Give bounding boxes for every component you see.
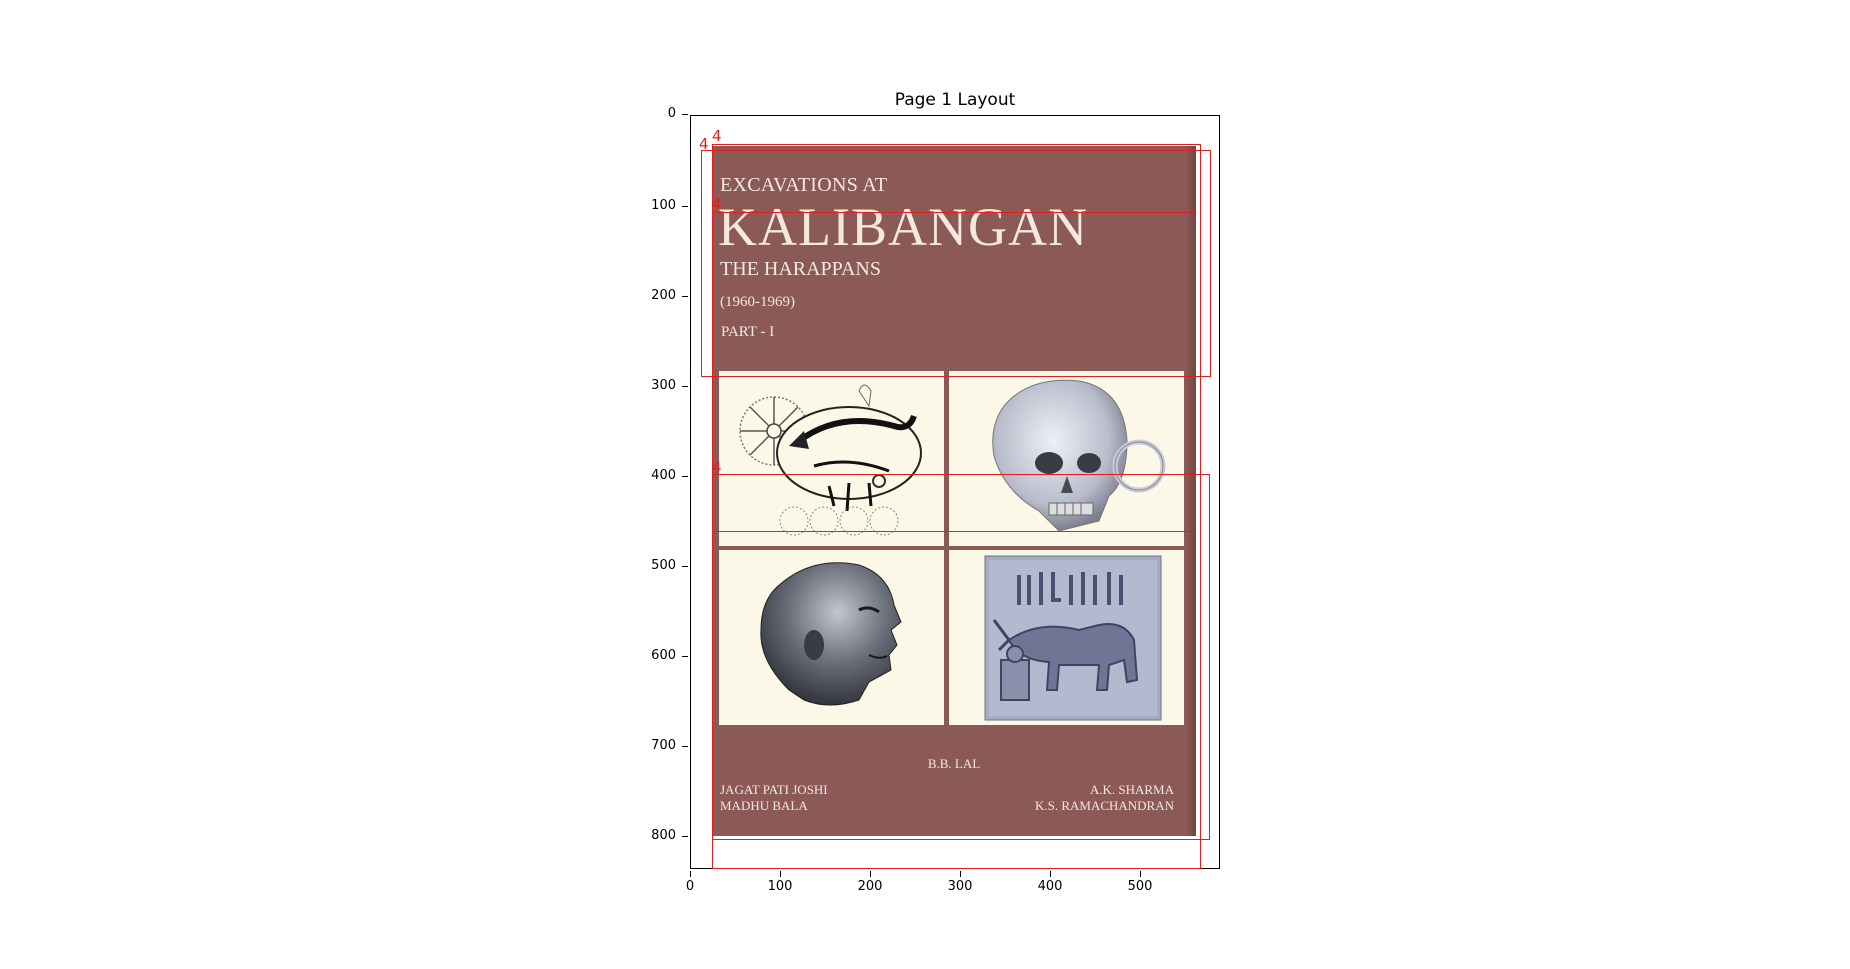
bronze-head-image — [760, 562, 902, 706]
author-sharma: A.K. SHARMA — [1089, 782, 1174, 797]
cover-title: KALIBANGAN — [718, 197, 1088, 257]
pottery-drawing-panel — [719, 371, 944, 546]
pottery-drawing-image — [739, 384, 922, 536]
y-tick-800: 800 — [636, 828, 688, 843]
layout-box-4 — [712, 474, 1210, 840]
cover-years: (1960-1969) — [720, 294, 795, 310]
y-tick-200: 200 — [636, 288, 688, 303]
y-tick-100: 100 — [636, 198, 688, 213]
figure-title: Page 1 Layout — [894, 90, 1016, 110]
cover-part: PART - I — [721, 324, 775, 340]
y-tick-600: 600 — [636, 648, 688, 663]
y-tick-500: 500 — [636, 558, 688, 573]
layout-box-3-label: 4 — [712, 195, 722, 213]
author-ramachandran: K.S. RAMACHANDRAN — [1034, 798, 1174, 813]
skull-photo-panel — [949, 371, 1184, 546]
layout-box-2 — [701, 150, 1211, 377]
bronze-head-panel — [719, 550, 944, 725]
x-tick-400: 400 — [1030, 871, 1070, 894]
author-madhu-bala: MADHU BALA — [720, 798, 808, 813]
cover-subtitle: THE HARAPPANS — [720, 258, 881, 280]
y-tick-700: 700 — [636, 738, 688, 753]
author-lal: B.B. LAL — [927, 756, 981, 771]
x-tick-200: 200 — [850, 871, 890, 894]
cover-edge-shadow — [1186, 146, 1196, 836]
skull-photo-image — [992, 379, 1166, 532]
cover-line-excavations: EXCAVATIONS AT — [720, 174, 888, 196]
x-tick-100: 100 — [760, 871, 800, 894]
layout-box-4-label: 4 — [712, 458, 722, 476]
layout-box-1-label: 4 — [712, 127, 722, 145]
y-tick-300: 300 — [636, 378, 688, 393]
book-cover: EXCAVATIONS AT KALIBANGAN THE HARAPPANS … — [712, 146, 1196, 836]
x-tick-500: 500 — [1120, 871, 1160, 894]
layout-box-2-label: 4 — [699, 135, 709, 153]
y-tick-400: 400 — [636, 468, 688, 483]
author-joshi: JAGAT PATI JOSHI — [720, 782, 828, 797]
x-tick-0: 0 — [670, 871, 710, 894]
y-tick-0: 0 — [636, 106, 688, 121]
layout-box-3 — [712, 212, 1196, 532]
seal-photo-panel — [949, 550, 1184, 725]
x-tick-300: 300 — [940, 871, 980, 894]
seal-photo-image — [984, 555, 1162, 721]
